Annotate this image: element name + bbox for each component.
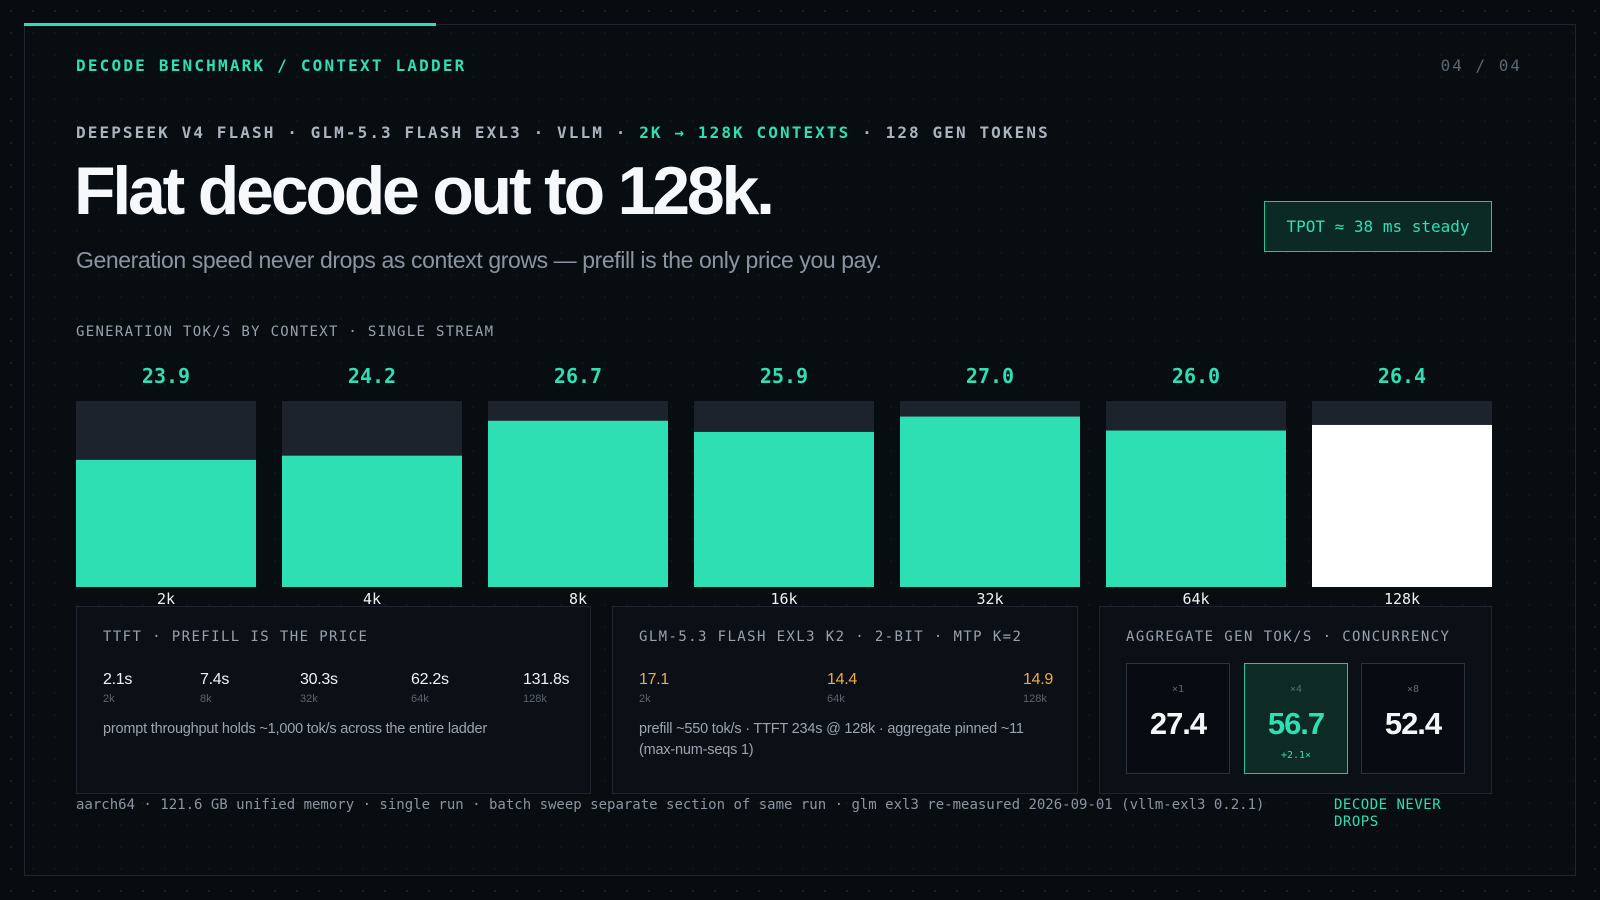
bar-value-label: 25.9 [760, 364, 808, 388]
ttft-note: prompt throughput holds ~1,000 tok/s acr… [103, 721, 487, 737]
bar-value-label: 26.4 [1378, 364, 1426, 388]
bar-2k [76, 459, 256, 587]
bar-128k [1312, 424, 1492, 587]
subheadline: Generation speed never drops as context … [76, 247, 882, 273]
ttft-card-title: TTFT · PREFILL IS THE PRICE [103, 629, 369, 645]
bar-4k [282, 455, 462, 587]
glm-stat: 17.1 2k [639, 671, 669, 705]
page-indicator: 04 / 04 [1440, 56, 1522, 75]
glm-value: 14.4 [827, 671, 857, 688]
concurrency-tile-x4: ×4 56.7 +2.1× [1244, 663, 1348, 774]
bar-category-label: 64k [1182, 590, 1209, 606]
tile-label: ×4 [1289, 684, 1303, 695]
bar-value-label: 26.0 [1172, 364, 1220, 388]
meta-prefix: DEEPSEEK V4 FLASH · GLM-5.3 FLASH EXL3 ·… [76, 123, 640, 142]
tile-value: 27.4 [1149, 706, 1207, 741]
bar-category-label: 8k [569, 590, 587, 606]
ttft-value: 7.4s [200, 671, 230, 688]
bar-value-label: 24.2 [348, 364, 396, 388]
footer-tag: DECODE NEVER DROPS [1334, 797, 1442, 830]
bar-value-label: 27.0 [966, 364, 1014, 388]
glm-stat: 14.4 64k [827, 671, 857, 705]
glm-stat: 14.9 128k [1023, 671, 1053, 705]
glm-value: 17.1 [639, 671, 669, 688]
meta-suffix: · 128 GEN TOKENS [850, 123, 1050, 142]
ttft-stat: 2.1s 2k [103, 671, 132, 705]
chart-caption: GENERATION TOK/S BY CONTEXT · SINGLE STR… [76, 324, 495, 340]
glm-label: 64k [827, 693, 845, 705]
concurrency-tile-x8: ×8 52.4 [1361, 663, 1465, 774]
ttft-label: 2k [103, 693, 115, 705]
concurrency-tile-x1: ×1 27.4 [1126, 663, 1230, 774]
tpot-badge: TPOT ≈ 38 ms steady [1264, 201, 1492, 252]
ttft-value: 2.1s [103, 671, 133, 688]
bar-category-label: 2k [157, 590, 175, 606]
ttft-stat: 62.2s 64k [411, 671, 449, 705]
ttft-label: 32k [300, 693, 318, 705]
bar-category-label: 16k [770, 590, 797, 606]
ttft-stat: 30.3s 32k [300, 671, 338, 705]
ttft-stat: 7.4s 8k [200, 671, 229, 705]
bar-chart: 23.9 2k 24.2 4k 26.7 8k 25.9 16k 27.0 32k 26.0 64k 2… [76, 364, 1492, 606]
bar-8k [488, 420, 668, 587]
aggregate-card-title: AGGREGATE GEN TOK/S · CONCURRENCY [1126, 629, 1451, 645]
tile-value: 52.4 [1384, 706, 1442, 741]
bar-category-label: 4k [363, 590, 381, 606]
headline: Flat decode out to 128k. [74, 153, 775, 229]
eyebrow-title: DECODE BENCHMARK / CONTEXT LADDER [76, 56, 467, 75]
bar-32k [900, 416, 1080, 587]
ttft-card: TTFT · PREFILL IS THE PRICE 2.1s 2k 7.4s 8… [76, 606, 591, 794]
bar-value-label: 23.9 [142, 364, 190, 388]
bar-64k [1106, 430, 1286, 587]
ttft-value: 62.2s [411, 671, 449, 688]
tile-speedup: +2.1× [1280, 750, 1312, 761]
glm-card-title: GLM-5.3 FLASH EXL3 K2 · 2-BIT · MTP K=2 [639, 629, 1023, 645]
ttft-label: 128k [523, 693, 547, 705]
ttft-label: 8k [200, 693, 212, 705]
glm-value: 14.9 [1023, 671, 1053, 688]
meta-line: DEEPSEEK V4 FLASH · GLM-5.3 FLASH EXL3 ·… [76, 123, 1050, 142]
glm-label: 128k [1023, 693, 1047, 705]
ttft-stat: 131.8s 128k [523, 671, 570, 705]
progress-accent-bar [24, 23, 436, 26]
tile-label: ×8 [1406, 684, 1420, 695]
ttft-value: 131.8s [523, 671, 570, 688]
bar-category-label: 128k [1384, 590, 1420, 606]
ttft-value: 30.3s [300, 671, 338, 688]
footer-note: aarch64 · 121.6 GB unified memory · sing… [76, 797, 1265, 813]
meta-highlight: 2K → 128K CONTEXTS [639, 123, 851, 142]
glm-label: 2k [639, 693, 651, 705]
bar-category-label: 32k [976, 590, 1003, 606]
glm-note: prefill ~550 tok/s · TTFT 234s @ 128k · … [639, 721, 1024, 758]
bar-value-label: 26.7 [554, 364, 602, 388]
ttft-label: 64k [411, 693, 429, 705]
aggregate-card: AGGREGATE GEN TOK/S · CONCURRENCY ×1 27.… [1099, 606, 1492, 794]
bar-16k [694, 431, 874, 587]
tile-value: 56.7 [1267, 706, 1325, 741]
glm-card: GLM-5.3 FLASH EXL3 K2 · 2-BIT · MTP K=2 … [612, 606, 1078, 794]
tile-label: ×1 [1171, 684, 1185, 695]
